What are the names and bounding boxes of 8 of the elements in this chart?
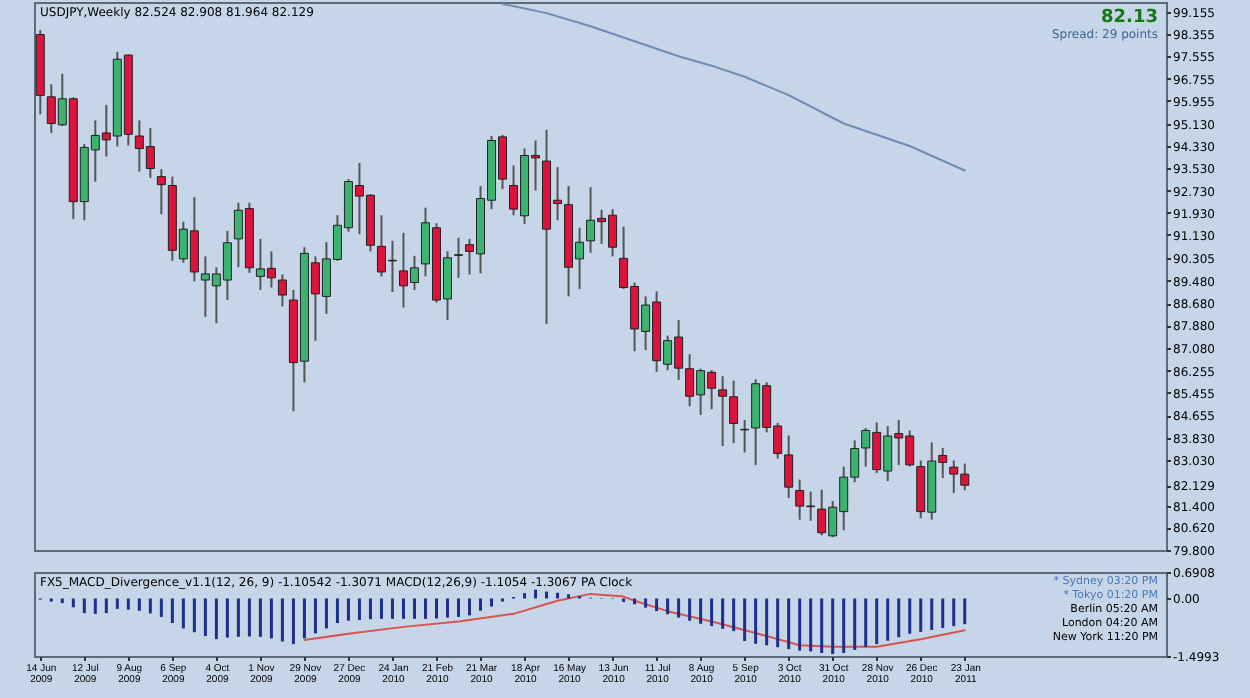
line-series xyxy=(303,592,966,648)
candlestick xyxy=(277,273,287,308)
line-series xyxy=(501,2,966,172)
candlestick xyxy=(454,236,463,279)
candlestick xyxy=(156,168,166,216)
annotation: 82.13 xyxy=(1101,8,1158,28)
candlestick xyxy=(740,418,750,454)
candlestick xyxy=(784,434,794,500)
